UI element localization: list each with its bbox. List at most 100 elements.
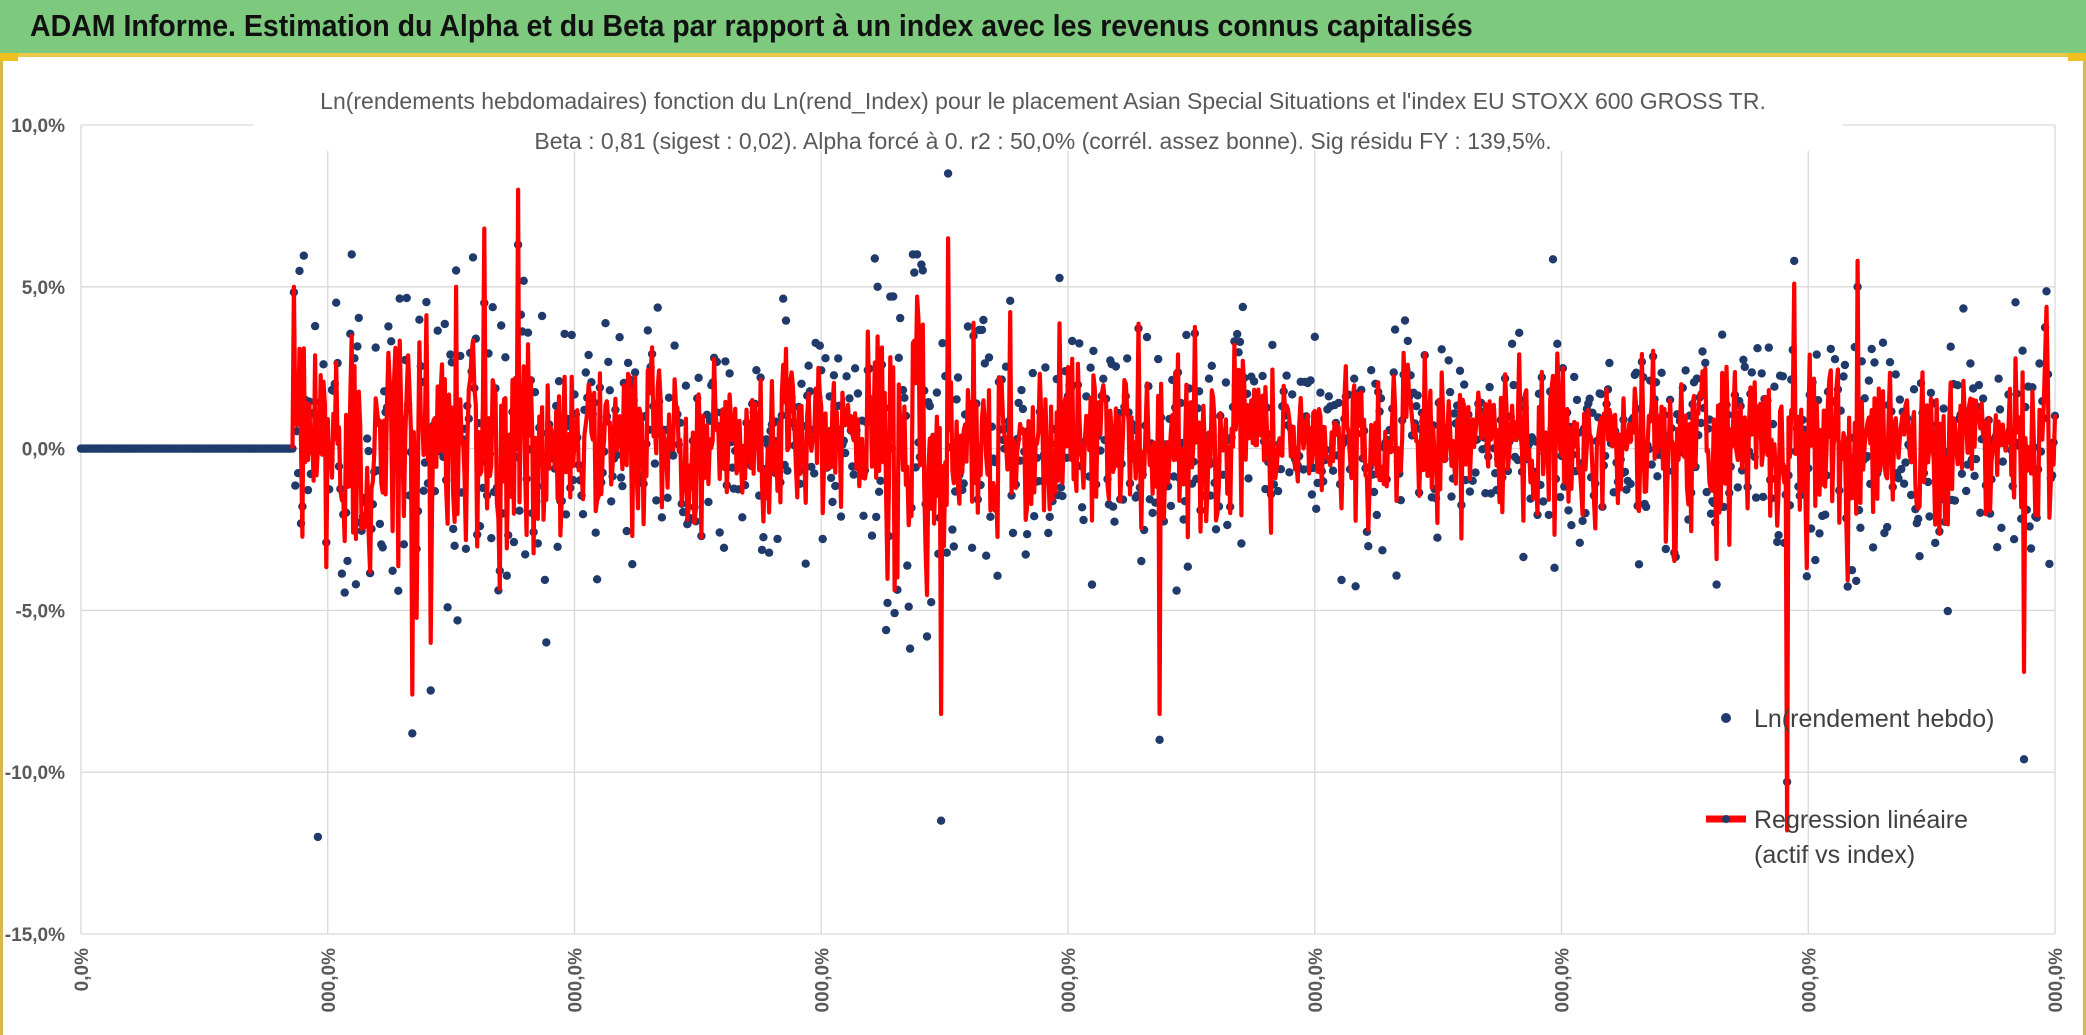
data-point [815, 341, 824, 350]
data-point [1110, 517, 1119, 526]
series-regression [290, 187, 2058, 833]
data-point [581, 368, 590, 377]
data-point [1045, 512, 1054, 522]
data-point [1155, 735, 1164, 744]
data-point [1018, 404, 1028, 414]
data-point [1753, 344, 1762, 353]
data-point [1570, 372, 1579, 382]
data-point [1553, 339, 1562, 348]
data-point [388, 566, 397, 575]
data-point [1068, 336, 1077, 346]
data-point [461, 544, 471, 553]
data-point [591, 528, 600, 537]
data-point [942, 548, 951, 557]
data-point [1137, 556, 1146, 566]
report-header: ADAM Informe. Estimation du Alpha et du … [0, 0, 2086, 57]
y-tick-label: 5,0% [22, 278, 65, 299]
data-point [927, 598, 936, 607]
data-point [1055, 273, 1064, 283]
data-point [453, 616, 462, 625]
data-point [704, 497, 713, 507]
data-point [1099, 374, 1108, 383]
data-point [440, 319, 449, 329]
data-point [497, 321, 506, 330]
data-point [873, 282, 882, 291]
data-point [1030, 512, 1039, 521]
data-point [1939, 404, 1948, 413]
data-point [521, 550, 530, 559]
data-point [1931, 538, 1940, 548]
data-point [849, 470, 858, 479]
x-tick-label: 000,0% [1306, 948, 1327, 1013]
data-point [1957, 469, 1967, 478]
data-point [567, 330, 576, 340]
data-point [364, 446, 373, 456]
data-point [963, 322, 973, 331]
data-point [967, 543, 977, 552]
data-point [1207, 361, 1217, 370]
data-point [2042, 287, 2051, 296]
data-point [643, 326, 652, 335]
data-point [1233, 329, 1242, 339]
y-tick-label: -15,0% [5, 925, 65, 946]
data-point [604, 357, 613, 367]
data-point [903, 561, 912, 570]
data-point [605, 386, 614, 395]
data-point [1641, 502, 1651, 512]
corner-mark-right [2068, 53, 2086, 61]
data-point [347, 250, 356, 259]
data-point [1550, 563, 1559, 572]
data-point [1324, 392, 1334, 401]
data-point [1288, 390, 1297, 399]
data-point [874, 487, 884, 496]
data-point [1412, 402, 1421, 411]
data-point [2019, 755, 2029, 764]
data-point [904, 602, 913, 611]
data-point [451, 266, 461, 275]
data-point [1698, 347, 1707, 356]
data-point [1389, 368, 1398, 377]
data-point [1915, 552, 1924, 561]
data-point [828, 497, 837, 507]
data-point [353, 342, 362, 351]
data-point [1901, 458, 1910, 467]
data-point [2035, 359, 2044, 368]
data-point [938, 339, 947, 348]
data-point [764, 548, 774, 557]
data-point [426, 686, 435, 695]
data-point [1211, 525, 1221, 534]
data-point [1950, 496, 1960, 505]
data-point [738, 513, 747, 522]
scatter-chart: 10,0% 5,0% 0,0% -5,0% -10,0% -15,0% 0,0% 000,0… [5, 73, 2067, 1013]
data-point [618, 481, 627, 491]
data-point [1471, 468, 1480, 477]
x-tick-label: 000,0% [812, 948, 833, 1013]
data-point [509, 537, 519, 547]
data-point [1740, 362, 1750, 372]
data-point [694, 373, 703, 382]
data-point [1578, 516, 1587, 526]
data-point [1897, 464, 1906, 474]
data-point [630, 368, 640, 377]
data-point [1802, 572, 1812, 581]
data-point [831, 481, 840, 491]
data-point [664, 393, 674, 402]
data-point [979, 315, 988, 325]
data-point [1445, 387, 1455, 397]
data-point [943, 169, 953, 178]
data-point [450, 541, 459, 550]
data-point [1993, 543, 2002, 552]
data-point [395, 294, 404, 303]
data-point [449, 524, 458, 534]
data-point [804, 361, 813, 370]
data-point [834, 354, 843, 363]
data-point [1883, 522, 1892, 532]
data-point [1350, 374, 1359, 383]
data-point [829, 371, 839, 380]
data-point [1997, 523, 2006, 532]
data-point [1622, 485, 1631, 494]
data-point [443, 603, 452, 612]
data-point [918, 266, 927, 275]
data-point [408, 729, 417, 738]
data-point [1028, 368, 1038, 378]
